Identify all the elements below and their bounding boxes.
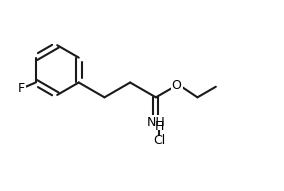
Text: NH: NH [147,116,165,129]
Text: Cl: Cl [153,134,165,147]
Text: H: H [154,120,164,133]
Text: F: F [18,82,25,95]
Text: O: O [172,79,181,92]
